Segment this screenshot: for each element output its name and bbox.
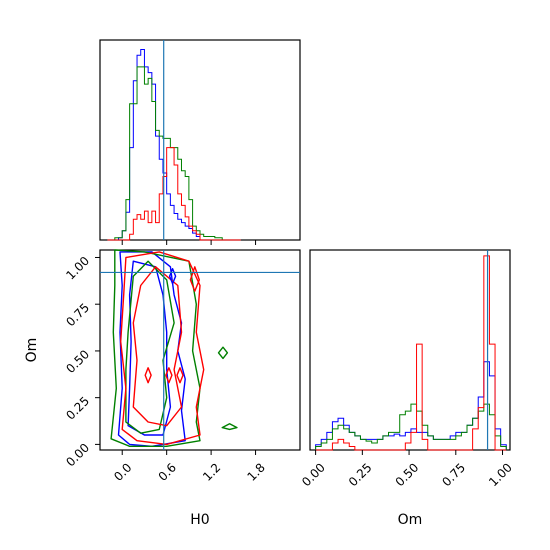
om-hist-tick-label-1: 0.25 <box>346 460 375 489</box>
h0-histogram-series <box>107 49 241 241</box>
joint-contour-3 <box>125 260 175 434</box>
joint-contour-4 <box>119 251 205 446</box>
joint-x-tick-label-3: 1.8 <box>244 460 267 483</box>
joint-y-ticks: 0.00 0.25 0.50 0.75 1.00 <box>63 254 100 470</box>
x-axis-label-h0: H0 <box>190 512 209 528</box>
joint-x-tick-label-1: 0.6 <box>156 460 179 483</box>
om-histogram-series <box>315 255 507 451</box>
om-hist-series-2 <box>315 255 507 451</box>
joint-island-1 <box>144 367 152 384</box>
joint-y-tick-label-1: 0.25 <box>63 394 92 423</box>
joint-x-tick-label-0: 0.0 <box>111 460 134 483</box>
joint-contour-2 <box>110 249 201 447</box>
om-histogram-panel: 0.00 0.25 0.50 0.75 1.00 Om <box>299 249 515 528</box>
joint-contours <box>110 249 238 447</box>
joint-x-tick-label-2: 1.2 <box>200 460 223 483</box>
joint-island-2 <box>165 367 173 384</box>
x-axis-label-om: Om <box>398 512 423 528</box>
joint-island-5 <box>217 346 229 360</box>
joint-island-0 <box>189 266 201 292</box>
om-hist-tick-label-4: 1.00 <box>486 460 515 489</box>
joint-y-tick-label-0: 0.00 <box>63 441 92 470</box>
joint-contour-panel: 0.0 0.6 1.2 1.8 0.00 0.25 0.50 0.75 1.00 H0 Om <box>24 249 301 528</box>
om-hist-tick-label-2: 0.50 <box>393 460 422 489</box>
joint-y-tick-label-2: 0.50 <box>63 347 92 376</box>
om-histogram-frame <box>309 249 511 451</box>
h0-histogram-panel <box>99 39 301 245</box>
joint-contour-1 <box>127 260 172 436</box>
joint-island-4 <box>168 268 177 285</box>
om-hist-series-0 <box>315 361 507 450</box>
h0-histogram-ticks <box>121 240 257 245</box>
joint-island-3 <box>176 367 184 384</box>
joint-y-tick-label-3: 0.75 <box>63 300 92 329</box>
joint-y-tick-label-4: 1.00 <box>63 254 92 283</box>
h0-hist-series-2 <box>107 147 241 241</box>
y-axis-label-om: Om <box>24 338 40 363</box>
joint-x-ticks: 0.0 0.6 1.2 1.8 <box>111 450 268 484</box>
joint-island-6 <box>221 423 238 431</box>
om-hist-tick-label-0: 0.00 <box>299 460 328 489</box>
om-hist-tick-label-3: 0.75 <box>439 460 468 489</box>
om-histogram-ticks: 0.00 0.25 0.50 0.75 1.00 <box>299 450 515 489</box>
